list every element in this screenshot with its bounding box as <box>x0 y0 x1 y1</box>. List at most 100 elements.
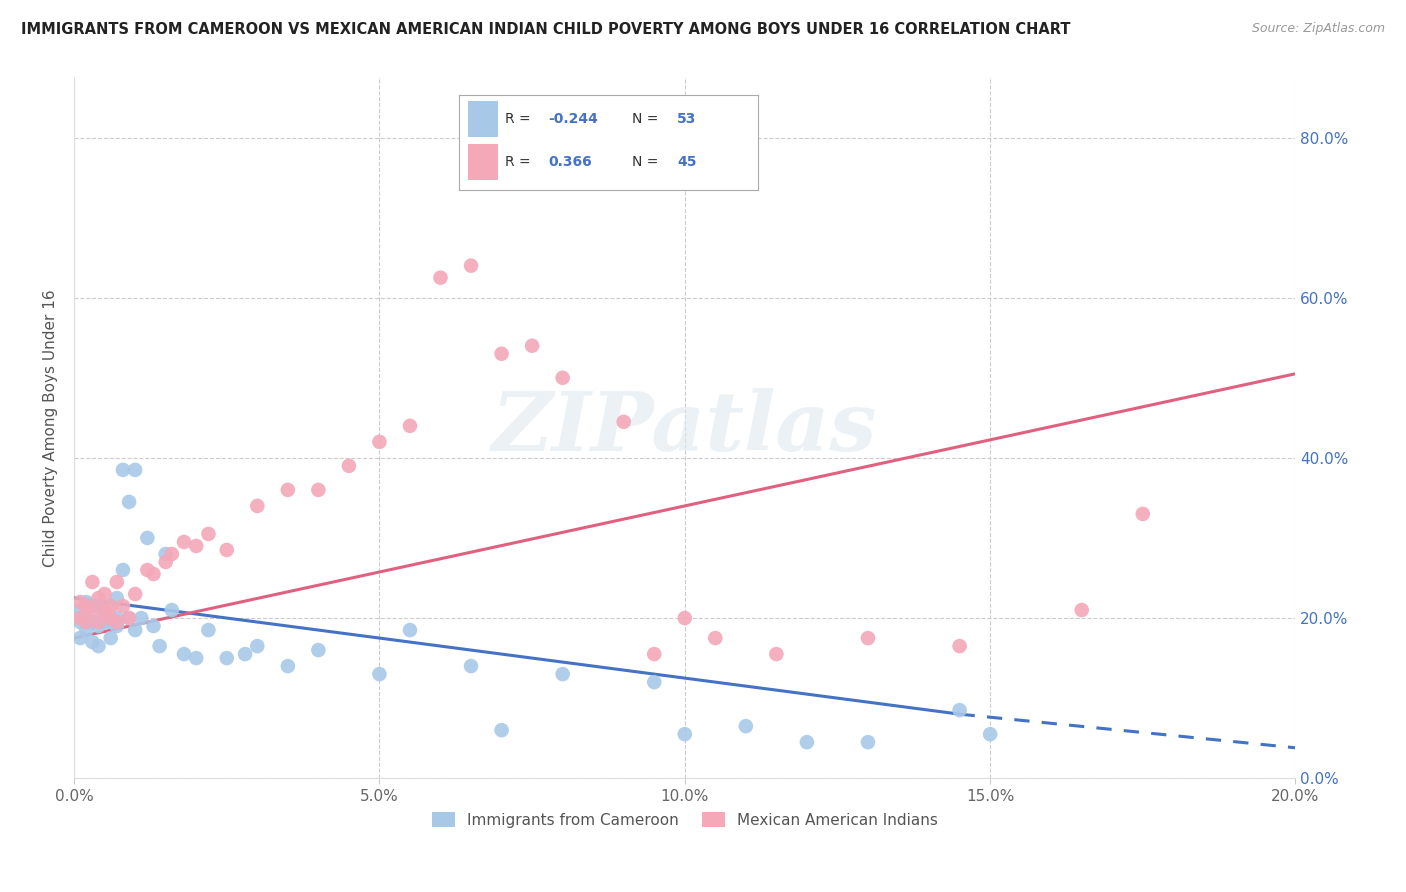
Point <box>368 434 391 449</box>
Point <box>124 463 146 477</box>
Point <box>551 667 574 681</box>
Point <box>856 735 879 749</box>
Point <box>105 619 128 633</box>
Point <box>136 531 159 545</box>
Point <box>233 647 256 661</box>
Point <box>368 667 391 681</box>
Point <box>520 339 543 353</box>
Point <box>93 603 115 617</box>
Point <box>93 587 115 601</box>
Point <box>1132 507 1154 521</box>
Text: Source: ZipAtlas.com: Source: ZipAtlas.com <box>1251 22 1385 36</box>
Point <box>111 599 134 613</box>
Point <box>197 527 219 541</box>
Point <box>613 415 636 429</box>
Point <box>105 611 128 625</box>
Point <box>69 603 91 617</box>
Point <box>491 723 513 738</box>
Point <box>337 458 360 473</box>
Point <box>136 563 159 577</box>
Point <box>129 611 152 625</box>
Point <box>186 651 208 665</box>
Point <box>149 639 172 653</box>
Point <box>142 566 165 581</box>
Point <box>87 615 110 629</box>
Point <box>111 463 134 477</box>
Point <box>643 647 665 661</box>
Point <box>948 639 970 653</box>
Point <box>124 623 146 637</box>
Point <box>704 631 727 645</box>
Point <box>93 607 115 621</box>
Point <box>979 727 1001 741</box>
Point <box>100 631 122 645</box>
Point <box>111 563 134 577</box>
Point <box>215 543 238 558</box>
Point <box>765 647 787 661</box>
Point <box>75 595 97 609</box>
Point <box>856 631 879 645</box>
Point <box>124 587 146 601</box>
Point <box>673 611 696 625</box>
Point <box>100 611 122 625</box>
Point <box>82 574 104 589</box>
Point <box>197 623 219 637</box>
Point <box>277 659 299 673</box>
Point <box>173 535 195 549</box>
Point <box>643 675 665 690</box>
Point <box>82 599 104 613</box>
Point <box>75 615 97 629</box>
Point <box>105 591 128 605</box>
Point <box>796 735 818 749</box>
Point <box>82 635 104 649</box>
Point <box>948 703 970 717</box>
Point <box>87 639 110 653</box>
Point <box>173 647 195 661</box>
Point <box>82 615 104 629</box>
Point <box>307 483 329 497</box>
Point <box>215 651 238 665</box>
Point <box>155 555 177 569</box>
Point <box>93 615 115 629</box>
Text: IMMIGRANTS FROM CAMEROON VS MEXICAN AMERICAN INDIAN CHILD POVERTY AMONG BOYS UND: IMMIGRANTS FROM CAMEROON VS MEXICAN AMER… <box>21 22 1070 37</box>
Point <box>100 599 122 613</box>
Point <box>93 603 115 617</box>
Point <box>399 418 422 433</box>
Point <box>1070 603 1092 617</box>
Point <box>100 615 122 629</box>
Point <box>69 611 91 625</box>
Point <box>155 547 177 561</box>
Point <box>246 639 269 653</box>
Point <box>100 599 122 613</box>
Point <box>87 591 110 605</box>
Point <box>105 615 128 629</box>
Point <box>105 574 128 589</box>
Point <box>82 603 104 617</box>
Text: ZIPatlas: ZIPatlas <box>492 388 877 467</box>
Point <box>399 623 422 637</box>
Point <box>75 599 97 613</box>
Point <box>69 615 91 629</box>
Point <box>142 619 165 633</box>
Y-axis label: Child Poverty Among Boys Under 16: Child Poverty Among Boys Under 16 <box>44 289 58 566</box>
Point <box>69 595 91 609</box>
Point <box>75 623 97 637</box>
Point <box>160 547 183 561</box>
Point <box>118 495 141 509</box>
Point <box>429 270 451 285</box>
Point <box>460 659 482 673</box>
Point <box>246 499 269 513</box>
Point <box>87 619 110 633</box>
Point <box>118 611 141 625</box>
Point <box>734 719 756 733</box>
Point <box>491 347 513 361</box>
Legend: Immigrants from Cameroon, Mexican American Indians: Immigrants from Cameroon, Mexican Americ… <box>426 805 943 834</box>
Point <box>673 727 696 741</box>
Point <box>75 611 97 625</box>
Point <box>118 611 141 625</box>
Point <box>87 599 110 613</box>
Point <box>307 643 329 657</box>
Point <box>460 259 482 273</box>
Point <box>160 603 183 617</box>
Point <box>551 371 574 385</box>
